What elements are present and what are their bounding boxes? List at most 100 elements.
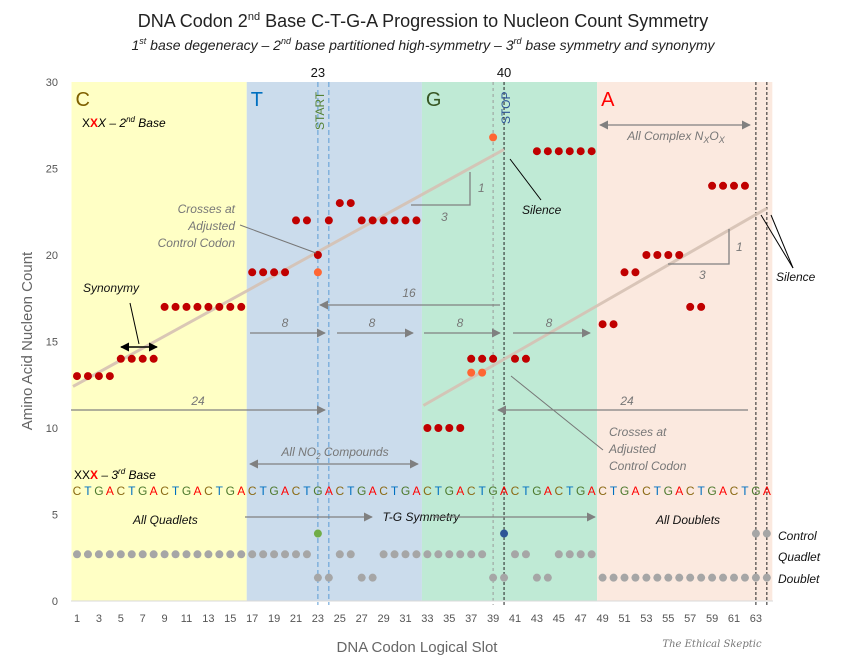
quadlet-dot — [302, 550, 311, 559]
data-point — [116, 354, 125, 363]
base-letter: C — [116, 484, 125, 498]
x-tick-label: 21 — [290, 613, 302, 625]
doublet-dot — [313, 573, 322, 582]
doublet-dot — [543, 573, 552, 582]
doublet-dot — [751, 573, 760, 582]
second-base-label: XXX – 2nd Base — [82, 115, 166, 130]
annotations: XXX – 2nd Base XXX – 3rd Base Synonymy C… — [71, 115, 821, 586]
base-letter: C — [554, 484, 563, 498]
x-tick-label: 39 — [487, 613, 499, 625]
doublet-dot — [740, 573, 749, 582]
data-point — [521, 354, 530, 363]
data-point — [445, 424, 454, 432]
quadlet-dot — [521, 550, 530, 559]
doublet-dot — [697, 573, 706, 582]
base-letter: A — [150, 484, 158, 498]
data-point — [620, 268, 629, 277]
data-point — [686, 302, 695, 311]
quadlet-dot — [587, 550, 596, 559]
base-letter: C — [204, 484, 213, 498]
quadlet-dot — [204, 550, 213, 559]
data-point — [171, 302, 180, 311]
marker-lines: 23 START 40 STOP — [311, 65, 768, 605]
doublet-dot — [500, 573, 509, 582]
data-point — [237, 302, 246, 311]
region-C — [71, 82, 247, 601]
base-letter: G — [357, 484, 366, 498]
x-tick-label: 7 — [140, 613, 146, 625]
data-point — [357, 216, 366, 225]
data-point — [83, 372, 92, 381]
base-letter: T — [128, 484, 136, 498]
data-point — [489, 354, 498, 363]
base-letter: G — [445, 484, 454, 498]
third-base-label: XXX – 3rd Base — [74, 467, 156, 482]
base-letter: T — [347, 484, 355, 498]
base-letter: T — [391, 484, 399, 498]
base-letter: G — [182, 484, 191, 498]
base-letter: A — [193, 484, 201, 498]
base-letter: T — [435, 484, 443, 498]
data-point — [368, 216, 377, 225]
quadlet-dot — [379, 550, 388, 559]
base-letter: T — [654, 484, 662, 498]
marker-label-start: START — [313, 91, 327, 130]
y-axis-title: Amino Acid Nucleon Count — [19, 251, 36, 430]
quadlet-dot — [554, 550, 563, 559]
base-letter: A — [106, 484, 114, 498]
data-point — [160, 302, 169, 311]
doublet-dot — [357, 573, 366, 582]
base-letter: G — [401, 484, 410, 498]
span-24-left-label: 24 — [190, 394, 205, 408]
x-tick-label: 15 — [224, 613, 236, 625]
doublet-dot — [686, 573, 695, 582]
x-tick-label: 43 — [531, 613, 543, 625]
base-letter: T — [478, 484, 486, 498]
base-letter: G — [751, 484, 760, 498]
data-point — [127, 354, 136, 363]
base-letter: G — [313, 484, 322, 498]
quadlet-dot — [576, 550, 585, 559]
span-8-label: 8 — [546, 316, 553, 330]
doublet-dot — [730, 573, 738, 582]
data-point — [719, 181, 728, 190]
x-axis-title: DNA Codon Logical Slot — [337, 639, 499, 656]
base-letter: A — [281, 484, 289, 498]
slope-triangle — [668, 229, 730, 265]
doublet-dot — [489, 573, 498, 582]
base-letter: G — [138, 484, 147, 498]
data-point — [642, 251, 651, 259]
data-point — [182, 302, 191, 311]
doublet-dot — [708, 573, 717, 582]
x-tick-label: 9 — [162, 613, 168, 625]
slope-run-label: 3 — [441, 210, 448, 224]
base-letter: T — [741, 484, 749, 498]
x-tick-label: 47 — [575, 613, 587, 625]
all-no2-label: All NO2 Compounds — [280, 445, 388, 461]
data-point — [292, 216, 300, 225]
tg-symmetry-label: T-G Symmetry — [383, 510, 461, 524]
row-label-quadlet: Quadlet — [778, 550, 821, 564]
control-dot — [762, 529, 771, 538]
y-tick-label: 20 — [46, 250, 58, 262]
x-ticks: 1 3 5 7 9 11 13 15 17 19 21 23 25 27 29 31 33 35 37 39 41 43 4… — [74, 613, 762, 625]
quadlet-dot — [478, 550, 487, 559]
marker-label-stop: STOP — [499, 92, 513, 124]
data-point — [675, 251, 684, 259]
x-tick-label: 57 — [684, 613, 696, 625]
data-point — [598, 320, 607, 329]
base-letter: G — [576, 484, 585, 498]
base-letter: C — [379, 484, 388, 498]
quadlet-dot — [237, 550, 246, 559]
data-point — [697, 302, 706, 311]
quadlet-dot — [335, 550, 344, 559]
x-tick-label: 19 — [268, 613, 280, 625]
base-letter: G — [620, 484, 629, 498]
watermark: The Ethical Skeptic — [662, 639, 762, 650]
doublet-dot — [664, 573, 673, 582]
data-point — [281, 268, 290, 277]
base-letter: C — [642, 484, 651, 498]
span-24-right-label: 24 — [619, 394, 634, 408]
quadlet-dot — [434, 550, 443, 559]
